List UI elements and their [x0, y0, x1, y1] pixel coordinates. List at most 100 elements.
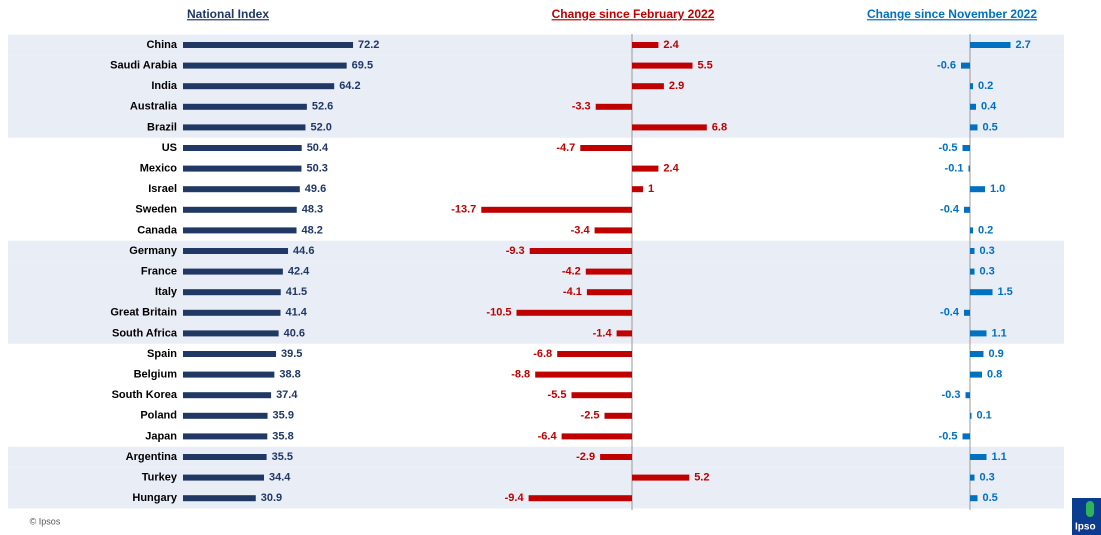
data-label: 0.4: [981, 101, 997, 113]
bar: [632, 124, 707, 131]
data-label: -0.3: [942, 389, 961, 401]
data-label: 48.3: [302, 204, 323, 216]
source: © Ipsos: [30, 516, 61, 526]
data-label: 35.8: [272, 430, 293, 442]
bar: [970, 371, 982, 378]
bar: [965, 392, 970, 399]
logo: Ipso: [1075, 522, 1096, 533]
data-label: 6.8: [712, 121, 727, 133]
data-label: -9.4: [505, 492, 525, 504]
bar: [970, 248, 975, 254]
row-band: [8, 281, 1064, 303]
data-label: 41.4: [285, 307, 307, 319]
data-label: -3.3: [572, 101, 591, 113]
data-label: 2.4: [663, 39, 679, 51]
data-label: 2.7: [1016, 39, 1031, 51]
bar: [970, 227, 973, 234]
data-label: 35.5: [272, 451, 293, 463]
row-band: [8, 446, 1064, 468]
data-label: -4.1: [563, 286, 582, 298]
data-label: 0.3: [980, 472, 995, 484]
bar: [632, 186, 643, 193]
data-label: 49.6: [305, 183, 326, 195]
data-label: -3.4: [571, 224, 591, 236]
bar: [962, 145, 970, 151]
bar: [964, 206, 970, 213]
category-label: Sweden: [135, 204, 177, 216]
bar: [964, 309, 970, 316]
bar: [557, 351, 632, 357]
panel-title: National Index: [187, 7, 269, 21]
bar: [481, 206, 632, 213]
panel-title: Change since February 2022: [552, 7, 715, 21]
data-label: -4.7: [556, 142, 575, 154]
bar: [600, 454, 632, 460]
bar: [580, 145, 632, 151]
bar: [632, 42, 659, 48]
bar: [571, 392, 632, 399]
category-label: Spain: [147, 348, 177, 360]
category-label: South Africa: [112, 327, 178, 339]
category-label: US: [162, 142, 177, 154]
bar: [616, 330, 632, 337]
row-band: [8, 323, 1064, 344]
bar: [183, 454, 267, 460]
data-label: 1.0: [990, 183, 1005, 195]
data-label: -13.7: [451, 204, 476, 216]
bar: [970, 103, 976, 110]
data-label: -0.5: [939, 142, 958, 154]
bar: [632, 474, 690, 481]
bar: [183, 42, 354, 48]
data-label: 0.3: [980, 266, 995, 278]
bar: [183, 351, 277, 357]
data-label: 44.6: [293, 245, 314, 257]
bar: [968, 165, 970, 172]
data-label: -6.8: [533, 348, 552, 360]
bar: [604, 412, 632, 419]
bar: [595, 103, 632, 110]
data-label: -1.4: [593, 327, 613, 339]
data-label: 50.4: [307, 142, 329, 154]
data-label: 1: [648, 183, 654, 195]
category-label: France: [141, 266, 177, 278]
bar: [970, 474, 975, 481]
bar: [183, 433, 268, 440]
bar: [632, 62, 693, 69]
bar: [970, 124, 978, 131]
data-label: 0.5: [983, 121, 998, 133]
data-label: 2.9: [669, 80, 684, 92]
bar: [183, 227, 297, 234]
row-band: [8, 261, 1064, 282]
bar: [528, 495, 632, 502]
data-label: -10.5: [486, 307, 511, 319]
row-band: [8, 96, 1064, 118]
data-label: 64.2: [339, 80, 360, 92]
data-label: -0.4: [940, 204, 960, 216]
data-label: -2.5: [581, 410, 600, 422]
data-label: 1.1: [992, 327, 1007, 339]
bar: [183, 206, 297, 213]
bar: [962, 433, 970, 440]
bar: [183, 103, 307, 110]
bar: [970, 454, 987, 460]
data-label: 0.2: [978, 224, 993, 236]
bar: [183, 83, 335, 90]
row-band: [8, 75, 1064, 97]
row-band: [8, 55, 1064, 76]
category-label: Hungary: [132, 492, 178, 504]
bar: [183, 165, 302, 172]
bar: [961, 62, 970, 69]
bar: [183, 392, 272, 399]
category-label: Germany: [129, 245, 178, 257]
category-label: Brazil: [147, 121, 177, 133]
bar: [183, 330, 279, 337]
data-label: 52.0: [310, 121, 331, 133]
category-label: Argentina: [126, 451, 178, 463]
row-band: [8, 467, 1064, 488]
bar: [970, 268, 975, 275]
bar: [970, 330, 987, 337]
data-label: 0.2: [978, 80, 993, 92]
category-label: India: [151, 80, 178, 92]
data-label: -9.3: [506, 245, 525, 257]
data-label: 38.8: [279, 369, 300, 381]
